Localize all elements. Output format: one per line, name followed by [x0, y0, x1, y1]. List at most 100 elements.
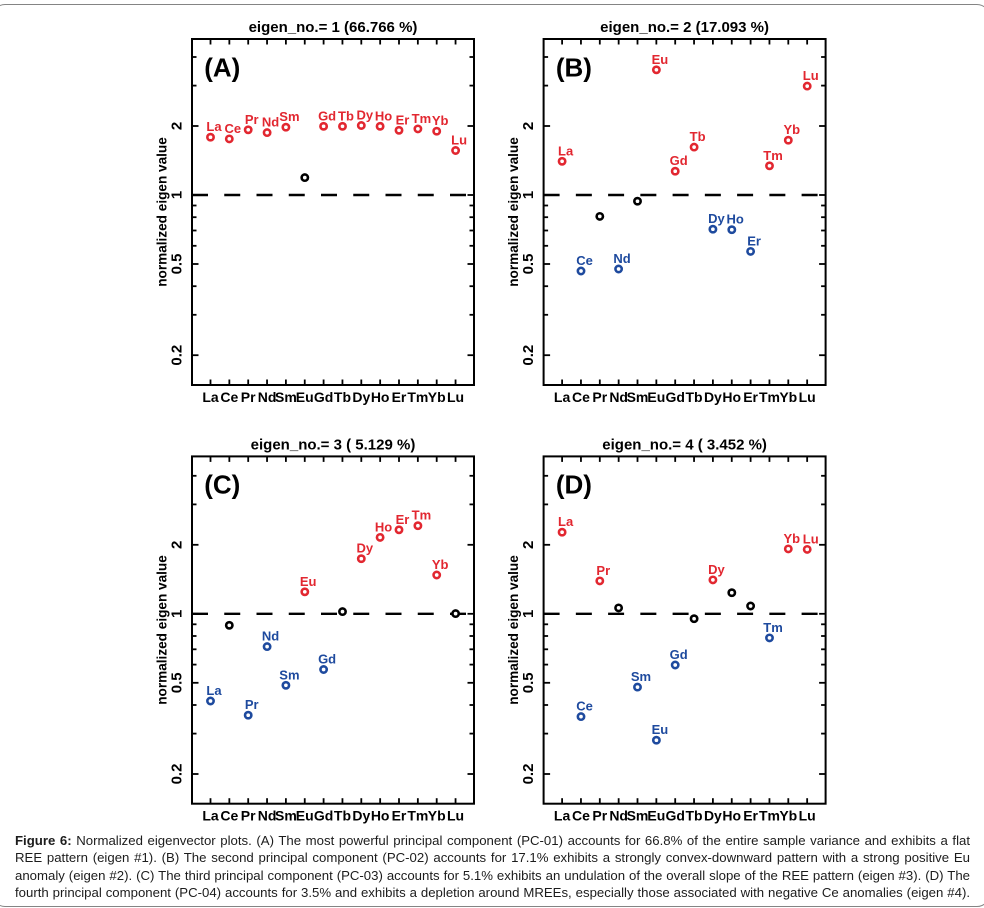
svg-text:Nd: Nd — [262, 629, 279, 644]
svg-text:Nd: Nd — [613, 251, 630, 266]
svg-text:La: La — [206, 683, 222, 698]
svg-text:La: La — [558, 143, 574, 158]
svg-text:Pr: Pr — [592, 389, 607, 405]
svg-text:Tm: Tm — [759, 389, 780, 405]
svg-text:Er: Er — [392, 389, 407, 405]
svg-text:Pr: Pr — [241, 808, 256, 824]
svg-text:Lu: Lu — [799, 389, 816, 405]
svg-text:Tm: Tm — [407, 389, 428, 405]
svg-text:Nd: Nd — [258, 389, 277, 405]
svg-text:Pr: Pr — [596, 563, 610, 578]
svg-text:Dy: Dy — [352, 808, 370, 824]
svg-text:1: 1 — [169, 610, 186, 618]
svg-text:La: La — [554, 389, 571, 405]
svg-text:1: 1 — [169, 191, 186, 199]
svg-text:normalized eigen value: normalized eigen value — [506, 555, 521, 705]
svg-text:Dy: Dy — [704, 389, 722, 405]
svg-text:Tb: Tb — [690, 129, 706, 144]
svg-text:Ce: Ce — [572, 808, 590, 824]
svg-text:2: 2 — [169, 541, 186, 549]
svg-text:2: 2 — [169, 122, 186, 130]
svg-text:Er: Er — [396, 112, 410, 127]
svg-text:Yb: Yb — [779, 808, 797, 824]
svg-text:Ce: Ce — [220, 389, 238, 405]
svg-text:Gd: Gd — [318, 652, 336, 667]
svg-text:Ho: Ho — [371, 808, 390, 824]
svg-text:normalized eigen value: normalized eigen value — [155, 137, 170, 287]
svg-text:Sm: Sm — [279, 109, 299, 124]
svg-text:Eu: Eu — [652, 52, 669, 67]
svg-text:Sm: Sm — [275, 389, 297, 405]
svg-text:Sm: Sm — [627, 389, 649, 405]
svg-text:Pr: Pr — [592, 808, 607, 824]
svg-text:Ho: Ho — [375, 108, 392, 123]
svg-text:La: La — [202, 389, 219, 405]
svg-text:2: 2 — [520, 541, 537, 549]
svg-text:Gd: Gd — [314, 389, 333, 405]
svg-text:Yb: Yb — [428, 389, 446, 405]
svg-text:Ce: Ce — [224, 121, 241, 136]
svg-text:La: La — [206, 119, 222, 134]
svg-text:Er: Er — [743, 808, 758, 824]
svg-text:Dy: Dy — [704, 808, 722, 824]
svg-text:1: 1 — [520, 610, 537, 618]
svg-text:0.5: 0.5 — [520, 672, 537, 693]
svg-text:eigen_no.= 2 (17.093 %): eigen_no.= 2 (17.093 %) — [600, 19, 769, 36]
svg-text:Ce: Ce — [576, 253, 593, 268]
svg-text:Tb: Tb — [334, 389, 351, 405]
svg-text:Ce: Ce — [572, 389, 590, 405]
svg-text:Er: Er — [747, 233, 761, 248]
svg-text:normalized eigen value: normalized eigen value — [506, 137, 521, 287]
svg-text:Tm: Tm — [763, 620, 783, 635]
svg-text:Ho: Ho — [722, 808, 741, 824]
svg-text:Tm: Tm — [412, 111, 432, 126]
svg-text:Yb: Yb — [432, 557, 449, 572]
svg-text:Ho: Ho — [727, 212, 744, 227]
svg-text:Pr: Pr — [241, 389, 256, 405]
svg-text:0.2: 0.2 — [169, 345, 186, 366]
svg-text:Yb: Yb — [783, 531, 800, 546]
svg-text:Ho: Ho — [375, 519, 392, 534]
svg-text:0.5: 0.5 — [169, 254, 186, 275]
svg-text:Eu: Eu — [647, 389, 665, 405]
svg-text:Er: Er — [392, 808, 407, 824]
svg-text:Yb: Yb — [428, 808, 446, 824]
svg-text:0.5: 0.5 — [520, 254, 537, 275]
svg-text:Eu: Eu — [652, 722, 669, 737]
svg-text:Eu: Eu — [300, 574, 317, 589]
svg-text:Tm: Tm — [759, 808, 780, 824]
svg-text:Dy: Dy — [708, 211, 725, 226]
svg-text:Gd: Gd — [314, 808, 333, 824]
svg-text:Lu: Lu — [447, 808, 464, 824]
svg-text:Pr: Pr — [245, 112, 259, 127]
svg-text:Gd: Gd — [670, 647, 688, 662]
svg-text:Lu: Lu — [447, 389, 464, 405]
svg-text:La: La — [554, 808, 571, 824]
svg-text:Nd: Nd — [258, 808, 277, 824]
svg-text:Ho: Ho — [371, 389, 390, 405]
svg-text:(D): (D) — [556, 470, 592, 500]
svg-text:Eu: Eu — [296, 808, 314, 824]
svg-text:(B): (B) — [556, 52, 592, 82]
svg-text:La: La — [558, 514, 574, 529]
svg-text:Sm: Sm — [279, 667, 299, 682]
svg-text:Tm: Tm — [407, 808, 428, 824]
svg-text:Sm: Sm — [627, 808, 649, 824]
svg-text:Nd: Nd — [262, 115, 279, 130]
svg-text:0.5: 0.5 — [169, 672, 186, 693]
svg-text:Yb: Yb — [783, 122, 800, 137]
svg-text:Tb: Tb — [685, 808, 702, 824]
svg-text:Gd: Gd — [665, 389, 684, 405]
svg-text:Lu: Lu — [803, 531, 819, 546]
svg-text:Tm: Tm — [763, 148, 783, 163]
svg-text:Lu: Lu — [803, 68, 819, 83]
svg-text:normalized eigen value: normalized eigen value — [155, 555, 170, 705]
svg-text:Eu: Eu — [647, 808, 665, 824]
svg-text:2: 2 — [520, 122, 537, 130]
svg-text:eigen_no.= 1 (66.766 %): eigen_no.= 1 (66.766 %) — [249, 19, 418, 36]
svg-text:eigen_no.= 4 ( 3.452 %): eigen_no.= 4 ( 3.452 %) — [602, 436, 767, 453]
svg-text:Lu: Lu — [451, 133, 467, 148]
svg-text:(C): (C) — [204, 470, 240, 500]
svg-text:Nd: Nd — [609, 808, 628, 824]
svg-text:Tb: Tb — [334, 808, 351, 824]
